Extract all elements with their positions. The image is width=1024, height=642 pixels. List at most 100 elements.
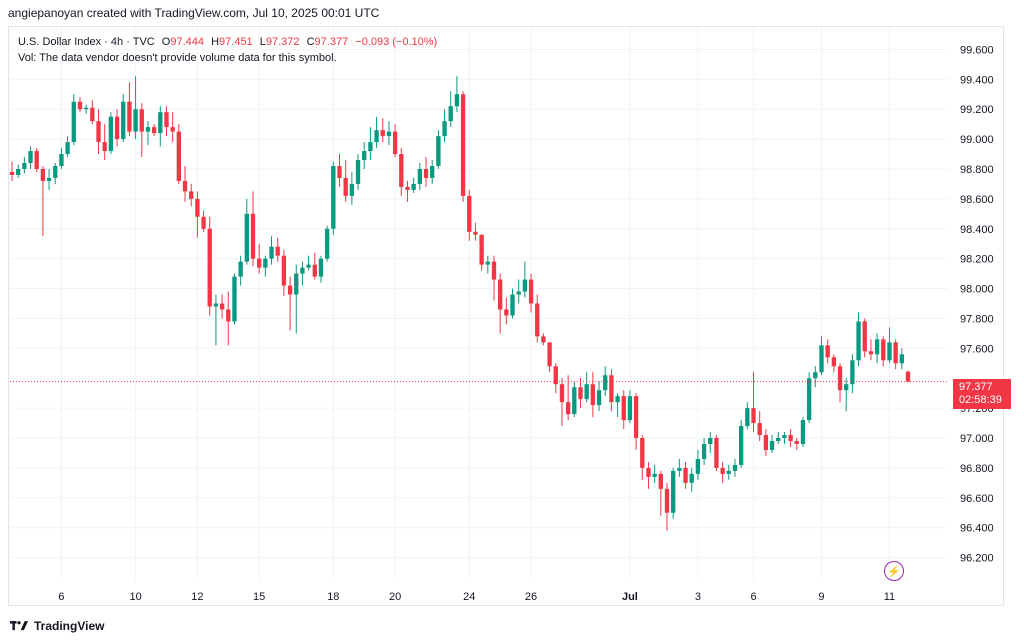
candle[interactable] [213,294,219,346]
candle[interactable] [442,109,447,143]
candle[interactable] [139,103,144,158]
candle[interactable] [504,297,509,325]
candle[interactable] [615,393,620,418]
candle[interactable] [53,163,58,184]
candle[interactable] [411,177,416,193]
candle[interactable] [201,210,206,232]
candle[interactable] [714,435,719,471]
candle[interactable] [850,354,855,394]
candle[interactable] [862,318,867,358]
candle[interactable] [287,276,293,331]
candle[interactable] [331,161,336,235]
candle[interactable] [603,366,608,397]
candle[interactable] [368,127,373,161]
candle[interactable] [683,461,688,489]
candle[interactable] [355,154,361,190]
candle[interactable] [720,461,725,483]
candle[interactable] [182,165,188,202]
candle[interactable] [337,154,342,187]
candle[interactable] [102,124,107,161]
candle[interactable] [516,279,521,304]
candle[interactable] [386,121,392,146]
candle[interactable] [448,91,453,128]
candle[interactable] [244,198,249,265]
candle[interactable] [881,336,886,367]
candle[interactable] [232,273,237,325]
candle[interactable] [318,255,324,283]
candle[interactable] [627,390,633,424]
candle[interactable] [9,161,15,181]
candle[interactable] [819,336,824,376]
candle[interactable] [324,225,330,262]
candle[interactable] [868,339,874,361]
candle[interactable] [578,378,583,409]
candle[interactable] [572,381,577,418]
candle[interactable] [596,381,602,412]
candle[interactable] [71,94,76,146]
candle[interactable] [776,432,781,444]
candle[interactable] [757,411,762,442]
candle[interactable] [349,171,355,205]
candle[interactable] [738,420,744,468]
candle[interactable] [96,109,101,155]
candle[interactable] [219,294,225,319]
candle[interactable] [535,294,540,343]
candle[interactable] [423,157,429,187]
footer-brand[interactable]: TradingView [10,619,104,633]
candle[interactable] [769,435,775,453]
candle[interactable] [90,100,95,125]
candle[interactable] [151,124,157,137]
candle[interactable] [454,76,460,113]
candle[interactable] [899,348,904,370]
candle[interactable] [83,104,89,114]
candle[interactable] [874,333,880,364]
candle[interactable] [133,76,138,140]
candle[interactable] [584,372,589,403]
candle[interactable] [701,438,707,465]
candle[interactable] [528,273,534,313]
candle[interactable] [732,458,738,477]
candle[interactable] [522,261,528,298]
candle[interactable] [114,109,120,147]
candle[interactable] [164,106,169,137]
candle[interactable] [640,435,645,480]
candle[interactable] [59,148,64,169]
candle[interactable] [170,112,175,143]
candle[interactable] [436,130,441,169]
candle[interactable] [417,163,422,190]
candle[interactable] [806,372,812,424]
candle[interactable] [565,375,571,421]
candle[interactable] [28,146,33,169]
candle[interactable] [887,327,892,364]
candle[interactable] [207,216,212,316]
candle[interactable] [473,222,478,241]
candle[interactable] [195,191,200,238]
candle[interactable] [257,243,262,274]
candle[interactable] [226,291,231,346]
candle[interactable] [498,273,503,334]
candle[interactable] [553,363,558,394]
candle[interactable] [559,378,565,427]
candle[interactable] [726,464,731,480]
candle[interactable] [541,333,546,346]
candle[interactable] [34,148,39,172]
candle[interactable] [158,106,163,147]
candle[interactable] [671,467,676,519]
candle[interactable] [238,255,243,286]
candle[interactable] [510,288,515,319]
candle[interactable] [689,467,694,492]
candle[interactable] [695,449,701,480]
candle[interactable] [788,429,793,447]
candle[interactable] [16,164,21,178]
candle[interactable] [300,261,305,286]
candle[interactable] [794,438,799,450]
candle[interactable] [312,252,317,280]
candle[interactable] [893,339,898,370]
candle[interactable] [467,189,472,241]
candle[interactable] [677,458,682,477]
candle[interactable] [269,236,274,265]
candle[interactable] [362,142,367,169]
candle[interactable] [646,461,651,489]
candle[interactable] [837,363,843,403]
